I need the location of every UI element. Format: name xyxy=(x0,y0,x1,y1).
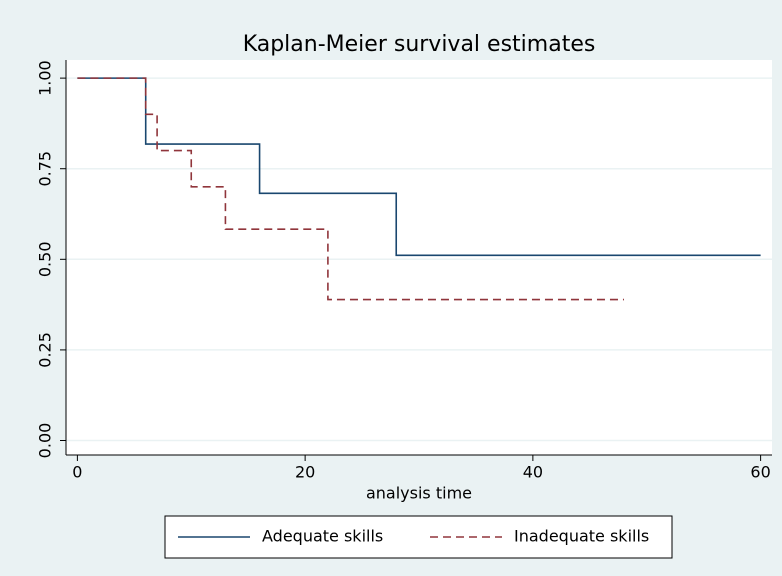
y-tick-label: 1.00 xyxy=(36,60,55,96)
y-tick-label: 0.75 xyxy=(36,151,55,187)
x-tick-label: 40 xyxy=(523,463,543,482)
y-tick-label: 0.25 xyxy=(36,332,55,368)
survival-line xyxy=(77,77,624,301)
y-tick-label: 0.50 xyxy=(36,241,55,277)
legend-label: Inadequate skills xyxy=(514,527,649,546)
plot-area xyxy=(66,60,772,455)
x-tick-label: 60 xyxy=(750,463,770,482)
chart-title: Kaplan-Meier survival estimates xyxy=(243,32,596,57)
x-tick-label: 20 xyxy=(295,463,315,482)
legend-label: Adequate skills xyxy=(262,527,383,546)
x-axis-label: analysis time xyxy=(366,484,472,503)
x-tick-label: 0 xyxy=(72,463,82,482)
y-tick-label: 0.00 xyxy=(36,423,55,459)
